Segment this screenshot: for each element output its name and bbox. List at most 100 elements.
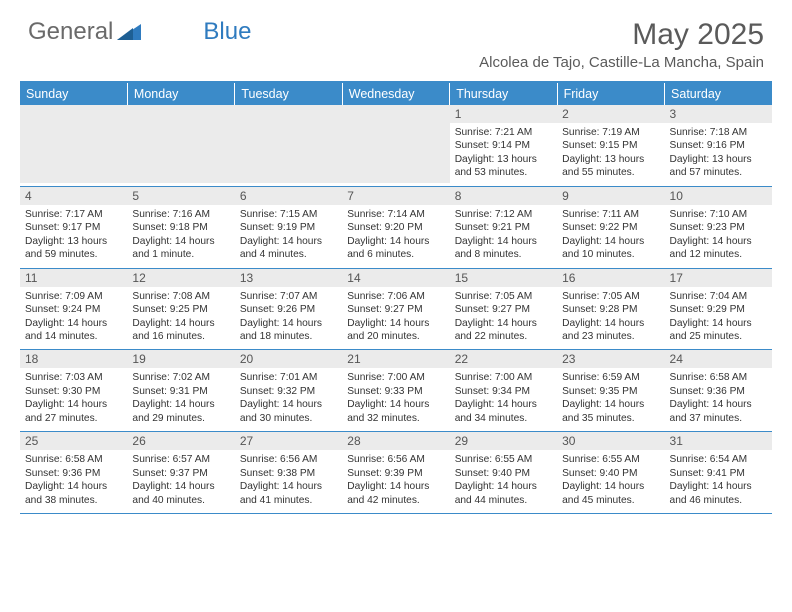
calendar-day-cell	[20, 105, 127, 186]
daylight-text: Daylight: 14 hours and 23 minutes.	[562, 317, 659, 344]
sunrise-text: Sunrise: 7:01 AM	[240, 371, 337, 384]
daylight-text: Daylight: 14 hours and 20 minutes.	[347, 317, 444, 344]
day-details: Sunrise: 7:12 AMSunset: 9:21 PMDaylight:…	[450, 205, 557, 268]
day-details	[235, 123, 342, 183]
day-details: Sunrise: 6:58 AMSunset: 9:36 PMDaylight:…	[20, 450, 127, 513]
daylight-text: Daylight: 14 hours and 37 minutes.	[670, 398, 767, 425]
calendar-week-row: 18Sunrise: 7:03 AMSunset: 9:30 PMDayligh…	[20, 350, 772, 432]
daylight-text: Daylight: 14 hours and 14 minutes.	[25, 317, 122, 344]
calendar-day-cell: 28Sunrise: 6:56 AMSunset: 9:39 PMDayligh…	[342, 432, 449, 514]
sunset-text: Sunset: 9:41 PM	[670, 467, 767, 480]
day-details: Sunrise: 6:57 AMSunset: 9:37 PMDaylight:…	[127, 450, 234, 513]
day-number	[235, 105, 342, 123]
sunset-text: Sunset: 9:37 PM	[132, 467, 229, 480]
logo: General Blue	[28, 18, 251, 46]
day-number: 15	[450, 269, 557, 287]
calendar-day-cell: 21Sunrise: 7:00 AMSunset: 9:33 PMDayligh…	[342, 350, 449, 432]
day-details: Sunrise: 6:58 AMSunset: 9:36 PMDaylight:…	[665, 368, 772, 431]
daylight-text: Daylight: 14 hours and 10 minutes.	[562, 235, 659, 262]
calendar-day-cell: 1Sunrise: 7:21 AMSunset: 9:14 PMDaylight…	[450, 105, 557, 186]
day-details: Sunrise: 7:07 AMSunset: 9:26 PMDaylight:…	[235, 287, 342, 350]
day-details: Sunrise: 7:19 AMSunset: 9:15 PMDaylight:…	[557, 123, 664, 186]
weekday-header: Thursday	[450, 82, 557, 105]
calendar-day-cell: 4Sunrise: 7:17 AMSunset: 9:17 PMDaylight…	[20, 186, 127, 268]
calendar-day-cell: 18Sunrise: 7:03 AMSunset: 9:30 PMDayligh…	[20, 350, 127, 432]
sunset-text: Sunset: 9:21 PM	[455, 221, 552, 234]
day-number: 5	[127, 187, 234, 205]
weekday-header: Sunday	[20, 82, 127, 105]
calendar-day-cell: 23Sunrise: 6:59 AMSunset: 9:35 PMDayligh…	[557, 350, 664, 432]
sunset-text: Sunset: 9:31 PM	[132, 385, 229, 398]
calendar-day-cell	[342, 105, 449, 186]
sunrise-text: Sunrise: 6:59 AM	[562, 371, 659, 384]
day-details: Sunrise: 7:03 AMSunset: 9:30 PMDaylight:…	[20, 368, 127, 431]
sunset-text: Sunset: 9:16 PM	[670, 139, 767, 152]
day-details: Sunrise: 7:08 AMSunset: 9:25 PMDaylight:…	[127, 287, 234, 350]
sunset-text: Sunset: 9:14 PM	[455, 139, 552, 152]
sunset-text: Sunset: 9:23 PM	[670, 221, 767, 234]
day-details: Sunrise: 7:05 AMSunset: 9:27 PMDaylight:…	[450, 287, 557, 350]
daylight-text: Daylight: 14 hours and 34 minutes.	[455, 398, 552, 425]
sunrise-text: Sunrise: 7:21 AM	[455, 126, 552, 139]
sunset-text: Sunset: 9:35 PM	[562, 385, 659, 398]
calendar-day-cell	[127, 105, 234, 186]
calendar-day-cell: 26Sunrise: 6:57 AMSunset: 9:37 PMDayligh…	[127, 432, 234, 514]
sunrise-text: Sunrise: 6:58 AM	[25, 453, 122, 466]
calendar-day-cell: 16Sunrise: 7:05 AMSunset: 9:28 PMDayligh…	[557, 268, 664, 350]
calendar-day-cell: 10Sunrise: 7:10 AMSunset: 9:23 PMDayligh…	[665, 186, 772, 268]
daylight-text: Daylight: 14 hours and 16 minutes.	[132, 317, 229, 344]
calendar-week-row: 1Sunrise: 7:21 AMSunset: 9:14 PMDaylight…	[20, 105, 772, 186]
sunset-text: Sunset: 9:24 PM	[25, 303, 122, 316]
day-number: 27	[235, 432, 342, 450]
day-details: Sunrise: 7:09 AMSunset: 9:24 PMDaylight:…	[20, 287, 127, 350]
calendar-table: SundayMondayTuesdayWednesdayThursdayFrid…	[20, 81, 772, 514]
sunset-text: Sunset: 9:40 PM	[562, 467, 659, 480]
daylight-text: Daylight: 14 hours and 1 minute.	[132, 235, 229, 262]
day-number: 28	[342, 432, 449, 450]
day-details: Sunrise: 7:14 AMSunset: 9:20 PMDaylight:…	[342, 205, 449, 268]
day-details: Sunrise: 6:59 AMSunset: 9:35 PMDaylight:…	[557, 368, 664, 431]
sunset-text: Sunset: 9:19 PM	[240, 221, 337, 234]
month-title: May 2025	[479, 18, 764, 52]
sunset-text: Sunset: 9:17 PM	[25, 221, 122, 234]
calendar-day-cell: 20Sunrise: 7:01 AMSunset: 9:32 PMDayligh…	[235, 350, 342, 432]
day-details: Sunrise: 7:05 AMSunset: 9:28 PMDaylight:…	[557, 287, 664, 350]
sunrise-text: Sunrise: 7:11 AM	[562, 208, 659, 221]
day-number: 7	[342, 187, 449, 205]
day-number: 25	[20, 432, 127, 450]
day-number: 10	[665, 187, 772, 205]
sunrise-text: Sunrise: 7:10 AM	[670, 208, 767, 221]
sunrise-text: Sunrise: 7:04 AM	[670, 290, 767, 303]
location-text: Alcolea de Tajo, Castille-La Mancha, Spa…	[479, 54, 764, 71]
day-number: 8	[450, 187, 557, 205]
day-number: 14	[342, 269, 449, 287]
day-number: 24	[665, 350, 772, 368]
day-details: Sunrise: 7:11 AMSunset: 9:22 PMDaylight:…	[557, 205, 664, 268]
daylight-text: Daylight: 14 hours and 4 minutes.	[240, 235, 337, 262]
calendar-day-cell: 22Sunrise: 7:00 AMSunset: 9:34 PMDayligh…	[450, 350, 557, 432]
sunrise-text: Sunrise: 7:02 AM	[132, 371, 229, 384]
daylight-text: Daylight: 14 hours and 44 minutes.	[455, 480, 552, 507]
day-number: 23	[557, 350, 664, 368]
daylight-text: Daylight: 14 hours and 30 minutes.	[240, 398, 337, 425]
weekday-header: Saturday	[665, 82, 772, 105]
day-number: 19	[127, 350, 234, 368]
daylight-text: Daylight: 14 hours and 32 minutes.	[347, 398, 444, 425]
day-number: 31	[665, 432, 772, 450]
day-number: 4	[20, 187, 127, 205]
day-details: Sunrise: 6:55 AMSunset: 9:40 PMDaylight:…	[450, 450, 557, 513]
calendar-day-cell: 29Sunrise: 6:55 AMSunset: 9:40 PMDayligh…	[450, 432, 557, 514]
day-number: 18	[20, 350, 127, 368]
sunrise-text: Sunrise: 7:00 AM	[347, 371, 444, 384]
sunrise-text: Sunrise: 7:08 AM	[132, 290, 229, 303]
day-details	[127, 123, 234, 183]
sunset-text: Sunset: 9:36 PM	[25, 467, 122, 480]
calendar-day-cell: 5Sunrise: 7:16 AMSunset: 9:18 PMDaylight…	[127, 186, 234, 268]
weekday-header: Friday	[557, 82, 664, 105]
sunset-text: Sunset: 9:26 PM	[240, 303, 337, 316]
day-details: Sunrise: 7:10 AMSunset: 9:23 PMDaylight:…	[665, 205, 772, 268]
calendar-day-cell: 25Sunrise: 6:58 AMSunset: 9:36 PMDayligh…	[20, 432, 127, 514]
weekday-header: Monday	[127, 82, 234, 105]
sunset-text: Sunset: 9:15 PM	[562, 139, 659, 152]
day-details: Sunrise: 7:06 AMSunset: 9:27 PMDaylight:…	[342, 287, 449, 350]
